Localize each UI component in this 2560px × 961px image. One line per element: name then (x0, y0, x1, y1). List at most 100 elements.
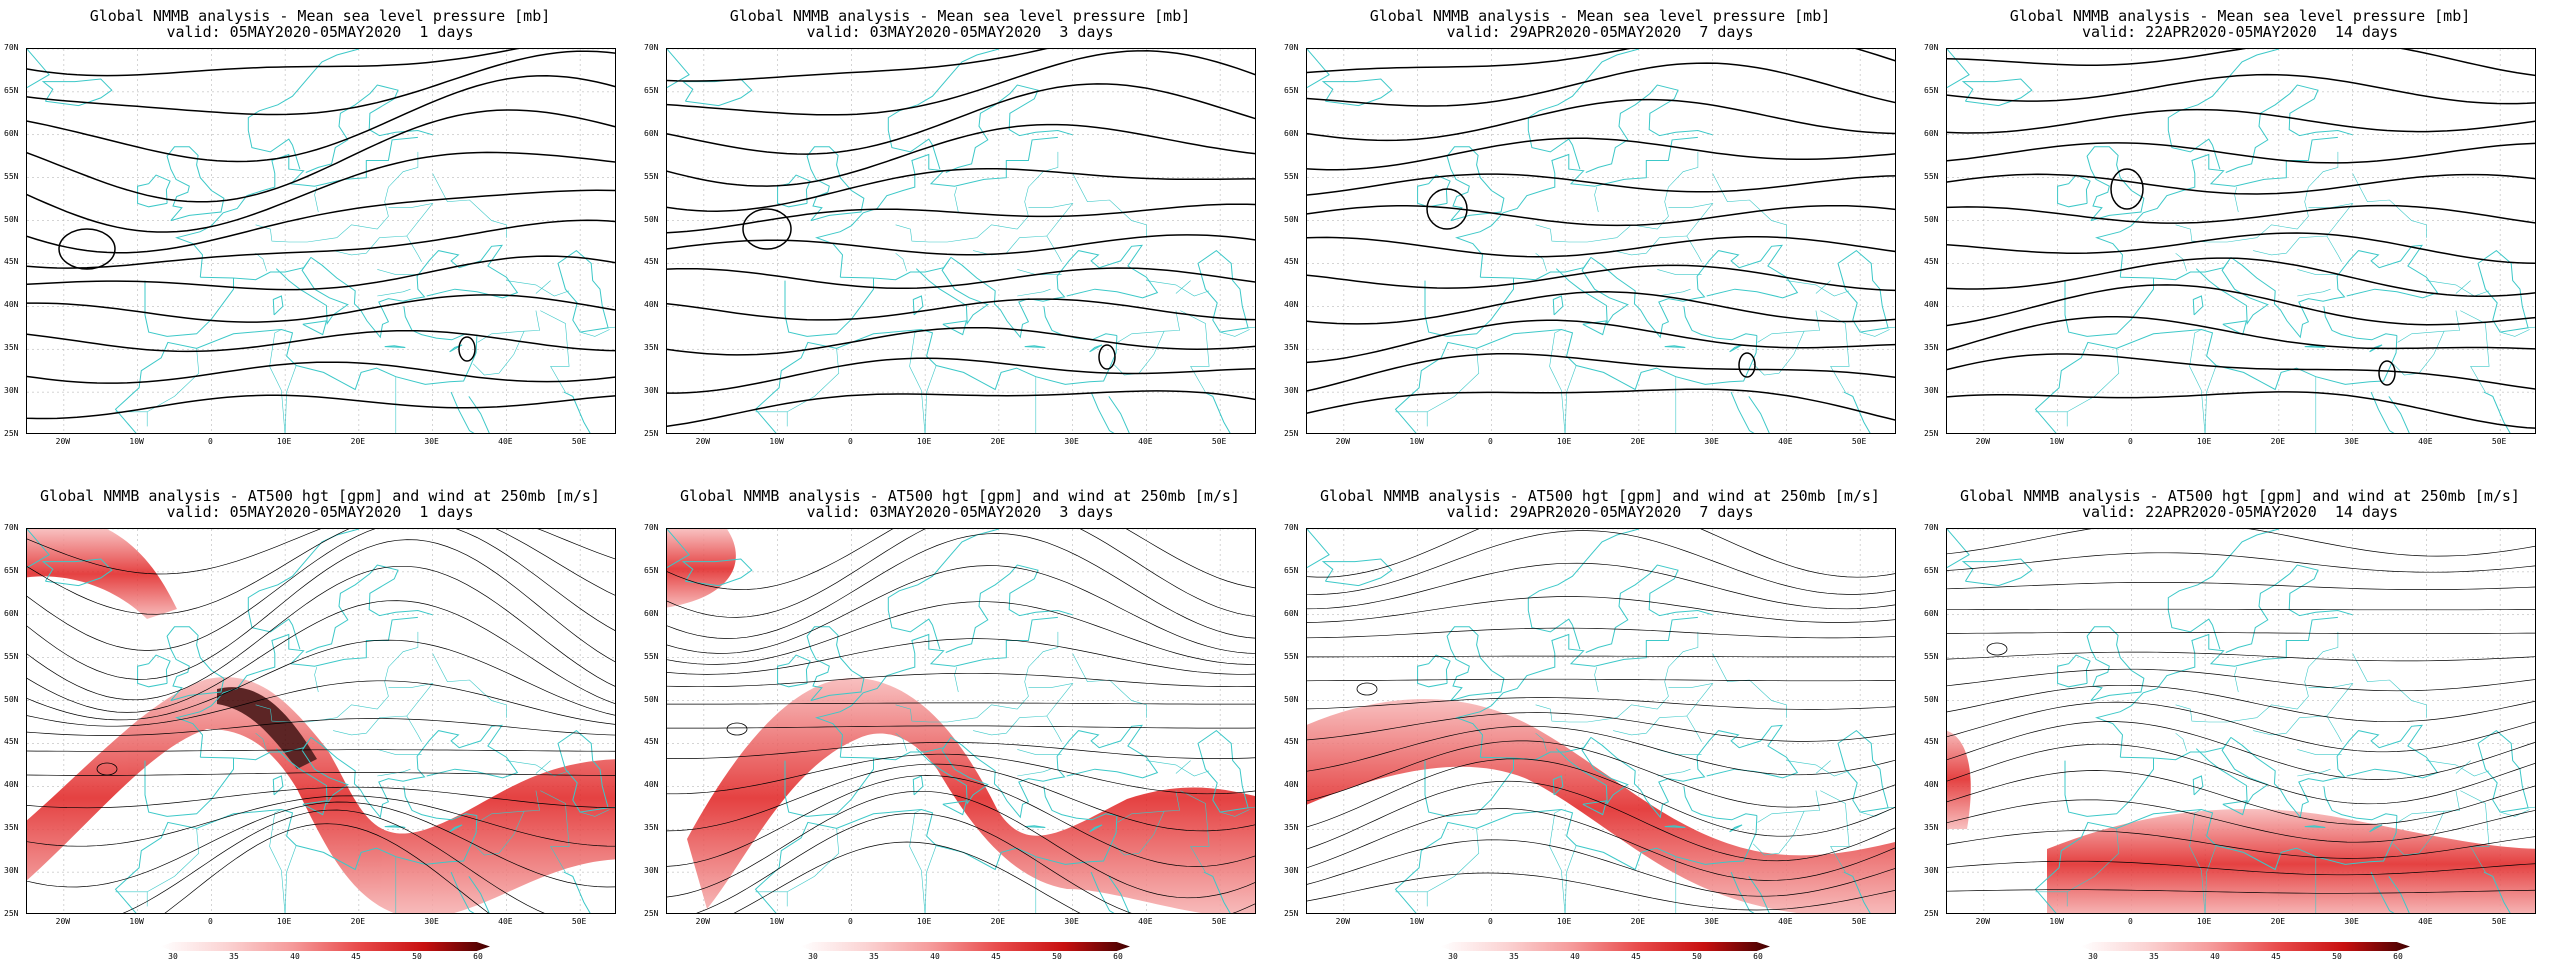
latitude-tick-label: 55N (1924, 171, 1939, 181)
contour-line (667, 49, 1048, 82)
contour-line (27, 189, 615, 254)
coastline (1860, 809, 1890, 817)
contour-line (27, 749, 615, 752)
coastline (1197, 729, 1249, 813)
colorbar-label: 30 (168, 952, 178, 961)
coastline (314, 667, 319, 693)
coastline (1535, 732, 1547, 752)
coastline (2222, 800, 2248, 816)
coastline (1220, 329, 1250, 337)
coastline (2057, 654, 2091, 688)
wind-speed-colorbar: 30 35 40 45 50 60 (160, 942, 490, 961)
coastline (255, 252, 267, 272)
coastline (1820, 790, 1850, 873)
contour-line (1947, 743, 2535, 805)
z500-jet-map-panel: Global NMMB analysis - AT500 hgt [gpm] a… (640, 480, 1280, 961)
map-canvas (667, 529, 1255, 913)
contour-line (1947, 668, 2535, 692)
coastline (2189, 809, 2206, 913)
contour-line (1307, 780, 1895, 862)
coastline (1683, 306, 1757, 341)
coastline (1180, 790, 1210, 873)
coastline (1307, 529, 1330, 569)
colorbar-label: 45 (1631, 952, 1641, 961)
coastline (449, 344, 463, 353)
colorbar-label: 40 (930, 952, 940, 961)
coastline (786, 828, 840, 907)
contour-line (1307, 173, 1895, 196)
z500-jet-map-panel: Global NMMB analysis - AT500 hgt [gpm] a… (1920, 480, 2560, 961)
contour-line (1947, 701, 2535, 753)
contour-line (1307, 236, 1895, 258)
coastline (1146, 280, 1210, 297)
coastline (1417, 174, 1451, 208)
latitude-tick-label: 50N (644, 694, 659, 704)
z500-jet-map-panel: Global NMMB analysis - AT500 hgt [gpm] a… (1280, 480, 1920, 961)
latitude-tick-label: 45N (1924, 737, 1939, 747)
jet-core (27, 677, 615, 913)
coastline (255, 151, 419, 243)
coastline (1072, 653, 1147, 718)
coastline (1455, 136, 1698, 278)
latitude-tick-label: 70N (1924, 43, 1939, 52)
coastline (1307, 49, 1330, 89)
coastline (2370, 871, 2395, 913)
coastline (2230, 244, 2439, 339)
coastline-layer (667, 49, 1255, 433)
coastline (377, 749, 422, 755)
coastline (310, 244, 519, 339)
contour-line (667, 725, 1255, 729)
coastline (2225, 564, 2353, 653)
colorbar-label: 40 (1570, 952, 1580, 961)
colorbar-label: 60 (2393, 952, 2403, 961)
coastline (1549, 329, 1566, 433)
coastline (540, 790, 570, 873)
coastline (1043, 786, 1117, 821)
contour-line (667, 702, 1255, 705)
contour-line (1307, 137, 1895, 171)
coastline (2308, 202, 2354, 237)
latitude-tick-label: 65N (1284, 565, 1299, 575)
contour-line (667, 533, 1255, 639)
graticule (1947, 49, 2535, 433)
latitude-tick-label: 70N (4, 523, 19, 532)
contour-line (1307, 530, 1895, 595)
map-frame (26, 528, 616, 914)
latitude-tick-label: 45N (644, 737, 659, 747)
latitude-tick-label: 70N (4, 43, 19, 52)
coastline (2297, 288, 2331, 297)
longitude-tick-label: 0 (1487, 437, 1493, 446)
latitude-tick-label: 25N (644, 909, 659, 918)
coastline (1752, 331, 1805, 376)
coastline (302, 800, 328, 816)
coastline (535, 760, 551, 774)
coastline (377, 269, 422, 275)
coastline (166, 626, 225, 702)
coastline (2189, 329, 2206, 433)
jet-core (687, 677, 1255, 913)
latitude-tick-label: 35N (644, 343, 659, 353)
contour-line (667, 167, 1255, 212)
longitude-tick-label: 20W (695, 437, 711, 446)
coastline (2500, 809, 2530, 817)
coastline (1786, 280, 1850, 297)
longitude-tick-label: 0 (207, 917, 213, 926)
coastline (912, 295, 924, 316)
coastline (1112, 331, 1165, 376)
contour-line (27, 109, 615, 203)
coastline (2234, 187, 2239, 213)
coastline (1417, 654, 1451, 688)
panel-valid-period: valid: 29APR2020-05MAY2020 7 days (1446, 503, 1754, 521)
longitude-tick-label: 10W (1409, 917, 1424, 926)
wind-speed-colorbar: 30 35 40 45 50 60 (1440, 942, 1770, 961)
map-canvas (1307, 529, 1895, 913)
coastline (1657, 749, 1702, 755)
coastline (2352, 173, 2427, 238)
latitude-tick-label: 35N (1924, 823, 1939, 833)
panel-title: Global NMMB analysis - Mean sea level pr… (89, 7, 551, 25)
coastline (2120, 276, 2154, 279)
contour-line (27, 795, 615, 847)
coastline (1657, 768, 1691, 777)
contour-line (1307, 678, 1895, 682)
map-canvas (1307, 49, 1895, 433)
